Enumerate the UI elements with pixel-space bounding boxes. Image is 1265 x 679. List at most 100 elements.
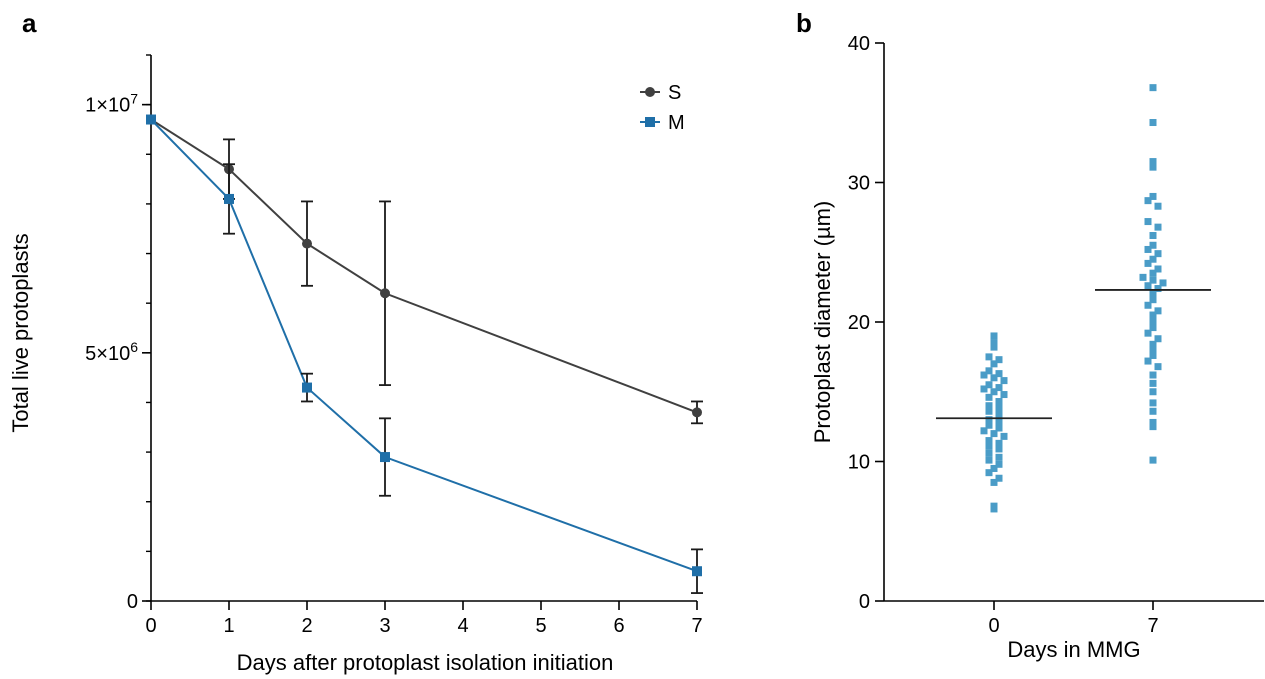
panel-b-x-axis-title: Days in MMG bbox=[1007, 637, 1140, 662]
b-group-0 bbox=[980, 332, 1008, 513]
b-point bbox=[980, 385, 988, 393]
a-x-tick-label: 7 bbox=[691, 615, 702, 637]
b-point bbox=[1144, 245, 1152, 253]
a-x-tick-label: 6 bbox=[613, 615, 624, 637]
b-point bbox=[1139, 273, 1147, 281]
b-point bbox=[995, 439, 1003, 447]
b-point bbox=[1154, 265, 1162, 273]
b-point bbox=[990, 430, 998, 438]
b-point bbox=[980, 427, 988, 435]
panel-a-legend: SM bbox=[640, 82, 685, 134]
b-y-tick-label: 30 bbox=[848, 173, 870, 195]
a-point bbox=[692, 407, 702, 418]
b-point bbox=[1144, 329, 1152, 337]
a-y-tick-label: 5×106 bbox=[85, 339, 138, 365]
b-point bbox=[995, 418, 1003, 426]
a-x-tick-label: 4 bbox=[457, 615, 468, 637]
b-point bbox=[990, 332, 998, 340]
a-point bbox=[380, 288, 390, 299]
panel-b-y-axis-title: Protoplast diameter (µm) bbox=[810, 201, 835, 444]
b-point bbox=[995, 356, 1003, 364]
b-point bbox=[1149, 255, 1157, 263]
a-point bbox=[380, 452, 390, 463]
b-point bbox=[985, 437, 993, 445]
b-point bbox=[985, 367, 993, 375]
b-point bbox=[1149, 192, 1157, 200]
a-point bbox=[146, 114, 156, 125]
b-point bbox=[990, 343, 998, 351]
panel-b-axes bbox=[875, 42, 1264, 610]
panel-a-series bbox=[146, 114, 703, 594]
b-point bbox=[1149, 311, 1157, 319]
b-point bbox=[985, 393, 993, 401]
b-x-tick-label: 0 bbox=[988, 615, 999, 637]
b-point bbox=[1149, 324, 1157, 332]
b-point bbox=[995, 384, 1003, 392]
b-point bbox=[990, 464, 998, 472]
b-point bbox=[995, 398, 1003, 406]
panel-a-y-axis-title: Total live protoplasts bbox=[8, 233, 33, 432]
a-legend-marker bbox=[645, 87, 655, 97]
a-x-tick-label: 3 bbox=[379, 615, 390, 637]
panel-a-tick-labels: 0 5×106 1×107 0 1 2 3 4 5 6 7 bbox=[85, 91, 702, 637]
a-legend-label: M bbox=[668, 112, 685, 134]
b-point bbox=[990, 339, 998, 347]
b-point bbox=[1144, 301, 1152, 309]
b-point bbox=[985, 353, 993, 361]
b-point bbox=[985, 421, 993, 429]
a-point bbox=[224, 193, 234, 204]
b-point bbox=[1149, 84, 1157, 92]
b-point bbox=[1154, 335, 1162, 343]
b-point bbox=[995, 370, 1003, 378]
b-point bbox=[1149, 241, 1157, 249]
b-point bbox=[995, 453, 1003, 461]
b-y-tick-label: 10 bbox=[848, 452, 870, 474]
a-x-tick-label: 0 bbox=[145, 615, 156, 637]
b-point bbox=[1144, 259, 1152, 267]
a-x-tick-label: 5 bbox=[535, 615, 546, 637]
b-point bbox=[1149, 318, 1157, 326]
b-point bbox=[1149, 379, 1157, 387]
a-series-line bbox=[150, 118, 698, 573]
b-point bbox=[1149, 296, 1157, 304]
b-point bbox=[995, 445, 1003, 453]
a-y-tick-label: 1×107 bbox=[85, 91, 138, 117]
b-point bbox=[990, 505, 998, 513]
b-point bbox=[1149, 269, 1157, 277]
panel-b-tick-labels: 0 10 20 30 40 0 7 bbox=[848, 33, 1159, 637]
a-legend-marker bbox=[645, 117, 655, 127]
b-point bbox=[1159, 279, 1167, 287]
b-point bbox=[990, 478, 998, 486]
b-point bbox=[1000, 391, 1008, 399]
b-point bbox=[1000, 432, 1008, 440]
b-point bbox=[1149, 399, 1157, 407]
a-x-tick-label: 2 bbox=[301, 615, 312, 637]
b-point bbox=[1144, 197, 1152, 205]
b-point bbox=[1149, 423, 1157, 431]
b-y-tick-label: 20 bbox=[848, 312, 870, 334]
b-point bbox=[1154, 363, 1162, 371]
b-point bbox=[1144, 357, 1152, 365]
b-point bbox=[1149, 158, 1157, 166]
b-point bbox=[985, 407, 993, 415]
b-point bbox=[1149, 346, 1157, 354]
b-point bbox=[1149, 119, 1157, 127]
b-point bbox=[995, 404, 1003, 412]
b-point bbox=[990, 388, 998, 396]
b-point bbox=[1149, 371, 1157, 379]
b-point bbox=[1154, 250, 1162, 258]
b-point bbox=[1149, 418, 1157, 426]
b-point bbox=[1000, 377, 1008, 385]
panel-b-mean-lines bbox=[936, 289, 1211, 420]
b-point bbox=[985, 381, 993, 389]
b-point bbox=[985, 402, 993, 410]
panel-a-axes bbox=[142, 54, 698, 610]
a-y-tick-label: 0 bbox=[127, 591, 138, 613]
b-x-tick-label: 7 bbox=[1147, 615, 1158, 637]
b-point bbox=[980, 371, 988, 379]
panel-a-line-chart: 0 5×106 1×107 0 1 2 3 4 5 6 7 SM Days after protop… bbox=[8, 54, 703, 675]
b-point bbox=[1144, 218, 1152, 226]
b-point bbox=[985, 449, 993, 457]
b-point bbox=[995, 411, 1003, 419]
